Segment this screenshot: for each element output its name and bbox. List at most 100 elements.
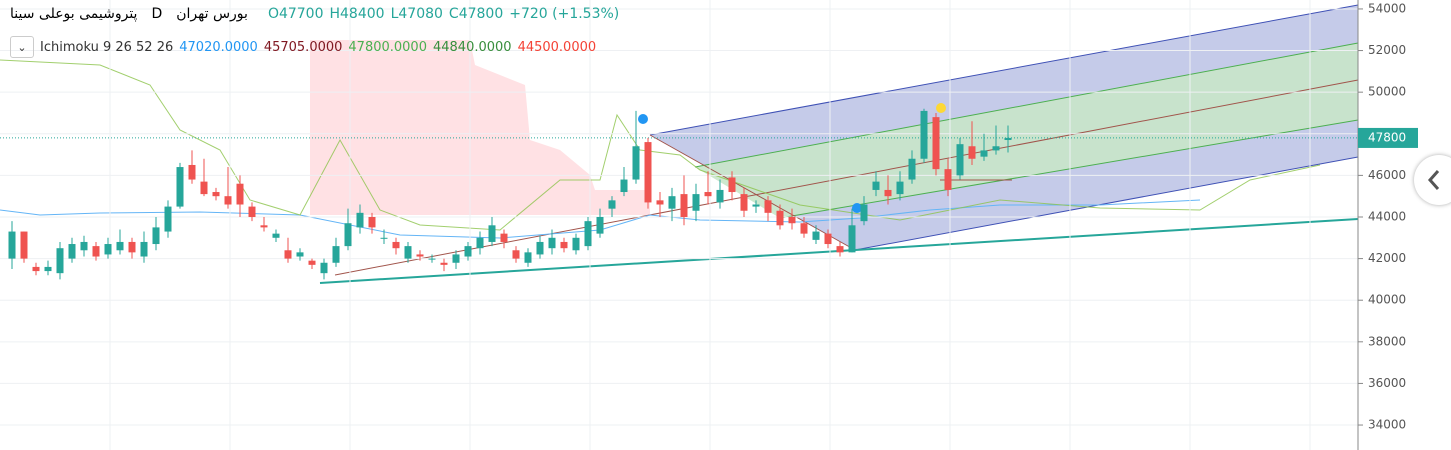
candle-body [776,210,784,226]
indicators [0,4,1359,284]
candle-body [260,225,268,228]
median-line [334,79,1359,276]
candle-body [416,254,424,257]
candle-body [848,225,856,253]
candle-body [560,241,568,249]
candle-body [944,169,952,190]
ohlc-open: O47700 [267,6,324,22]
candle-body [764,200,772,213]
pitch-line [779,119,1359,219]
indicator-value: 45705.0000 [263,39,343,55]
indicator-value: 47800.0000 [348,39,427,55]
candle-body [800,223,808,234]
scroll-button[interactable] [1414,155,1451,205]
cloud [310,40,650,215]
candle-body [536,241,544,255]
y-tick-label: 38000 [1368,334,1406,348]
candle-body [872,181,880,190]
candle-body [692,194,700,211]
candle-body [440,262,448,265]
candle-body [980,150,988,157]
candle-body [920,110,928,159]
price-axis: 3400036000380004000042000440004600048000… [1358,1,1418,432]
candle-body [968,146,976,159]
candle-body [128,241,136,253]
candle-body [668,196,676,209]
candle-body [68,244,76,259]
y-tick-label: 46000 [1368,168,1406,182]
indicator-value: 44840.0000 [432,39,512,55]
candle-body [584,221,592,247]
indicator-value: 44500.0000 [517,39,597,55]
candle-body [308,260,316,265]
candle-body [464,246,472,257]
candle-body [680,194,688,217]
candle-body [296,252,304,257]
candle-body [44,266,52,272]
candle-body [200,181,208,195]
collapse-button[interactable]: ⌄ [10,36,34,58]
candle-body [524,252,532,263]
candle-body [908,158,916,180]
candle-body [572,237,580,251]
exchange: بورس تهران [176,6,248,22]
candle-body [620,179,628,193]
candle-body [176,167,184,207]
candle-body [236,183,244,205]
y-tick-label: 42000 [1368,251,1406,265]
candle-body [632,146,640,180]
candle-body [224,196,232,205]
candle-body [956,144,964,176]
candle-body [320,262,328,274]
indicator-legend: ⌄ Ichimoku 9 26 52 26 47020.0000 45705.00… [10,36,596,58]
candle-body [992,146,1000,151]
candle-body [8,231,16,259]
candle-body [344,223,352,247]
y-tick-label: 52000 [1368,43,1406,57]
y-tick-label: 34000 [1368,418,1406,432]
candle-body [716,189,724,203]
candle-body [656,200,664,205]
candle-body [392,241,400,249]
candle-body [20,231,28,259]
indicator-value: 47020.0000 [179,39,258,55]
candle-body [476,237,484,249]
ohlc-close: C47800 [448,6,504,22]
ohlc-high: H48400 [329,6,385,22]
candle-body [596,216,604,234]
candle-body [824,233,832,245]
candle-body [140,241,148,257]
candle-body [380,237,388,239]
candle-body [812,231,820,240]
candle-body [728,177,736,193]
candle-body [428,258,436,260]
candle-body [740,194,748,211]
ohlc-low: L47080 [390,6,443,22]
candle-body [896,181,904,195]
candle-body [356,212,364,228]
y-tick-label: 54000 [1368,1,1406,15]
candle-body [188,164,196,180]
candle-body [548,237,556,249]
candle-body [212,192,220,197]
arrow [1427,170,1440,190]
candle-body [836,246,844,253]
candle-body [644,142,652,203]
candle-body [92,246,100,257]
marker [638,114,648,124]
marker [936,103,946,113]
candle-body [80,241,88,251]
indicator-name: Ichimoku 9 26 52 26 [40,39,174,55]
grid [0,0,1358,450]
candle-body [704,192,712,197]
last-price-box [1358,127,1418,148]
candle-body [884,189,892,197]
candle-body [152,227,160,245]
chikou [0,59,1321,231]
pitch-line [854,156,1359,251]
candle-body [932,117,940,170]
candles [8,108,1012,280]
candle-body [1004,137,1012,141]
candle-body [164,206,172,232]
